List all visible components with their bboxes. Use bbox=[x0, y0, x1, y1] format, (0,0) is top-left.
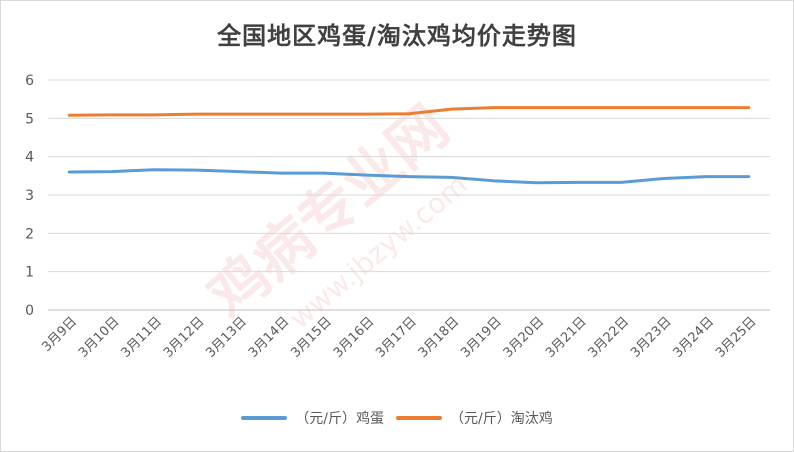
x-tick-label: 3月22日 bbox=[586, 314, 633, 361]
legend-item: （元/斤）鸡蛋 bbox=[241, 408, 384, 428]
x-tick-label: 3月12日 bbox=[161, 314, 208, 361]
x-tick-label: 3月9日 bbox=[39, 314, 80, 355]
y-tick-label: 5 bbox=[25, 111, 34, 127]
chart-title: 全国地区鸡蛋/淘汰鸡均价走势图 bbox=[217, 22, 577, 50]
y-tick-label: 1 bbox=[25, 265, 34, 281]
x-tick-label: 3月17日 bbox=[373, 314, 420, 361]
y-tick-label: 0 bbox=[25, 303, 34, 319]
y-tick-label: 6 bbox=[25, 73, 34, 89]
legend-swatch bbox=[396, 416, 442, 420]
y-tick-label: 2 bbox=[25, 226, 34, 242]
x-tick-label: 3月11日 bbox=[118, 314, 165, 361]
watermark: 鸡病专业网 www.jbzyw.com bbox=[195, 92, 473, 335]
x-tick-label: 3月20日 bbox=[501, 314, 548, 361]
y-tick-label: 4 bbox=[25, 150, 34, 166]
x-tick-label: 3月21日 bbox=[543, 314, 590, 361]
x-tick-label: 3月25日 bbox=[713, 314, 760, 361]
x-tick-label: 3月23日 bbox=[628, 314, 675, 361]
x-tick-label: 3月13日 bbox=[203, 314, 250, 361]
y-tick-label: 3 bbox=[25, 188, 34, 204]
x-tick-label: 3月24日 bbox=[671, 314, 718, 361]
legend-label: （元/斤）淘汰鸡 bbox=[450, 411, 553, 427]
x-tick-label: 3月16日 bbox=[331, 314, 378, 361]
series-group bbox=[67, 106, 751, 117]
series-line bbox=[67, 106, 751, 117]
legend-swatch bbox=[241, 416, 288, 420]
x-tick-label: 3月18日 bbox=[416, 314, 463, 361]
x-tick-label: 3月14日 bbox=[246, 314, 293, 361]
x-tick-label: 3月19日 bbox=[458, 314, 505, 361]
legend-label: （元/斤）鸡蛋 bbox=[295, 411, 384, 427]
x-tick-label: 3月10日 bbox=[76, 314, 123, 361]
series-group bbox=[67, 168, 751, 185]
legend-item: （元/斤）淘汰鸡 bbox=[396, 408, 553, 428]
series-line bbox=[67, 168, 751, 185]
chart-legend: （元/斤）鸡蛋 （元/斤）淘汰鸡 bbox=[0, 408, 794, 428]
